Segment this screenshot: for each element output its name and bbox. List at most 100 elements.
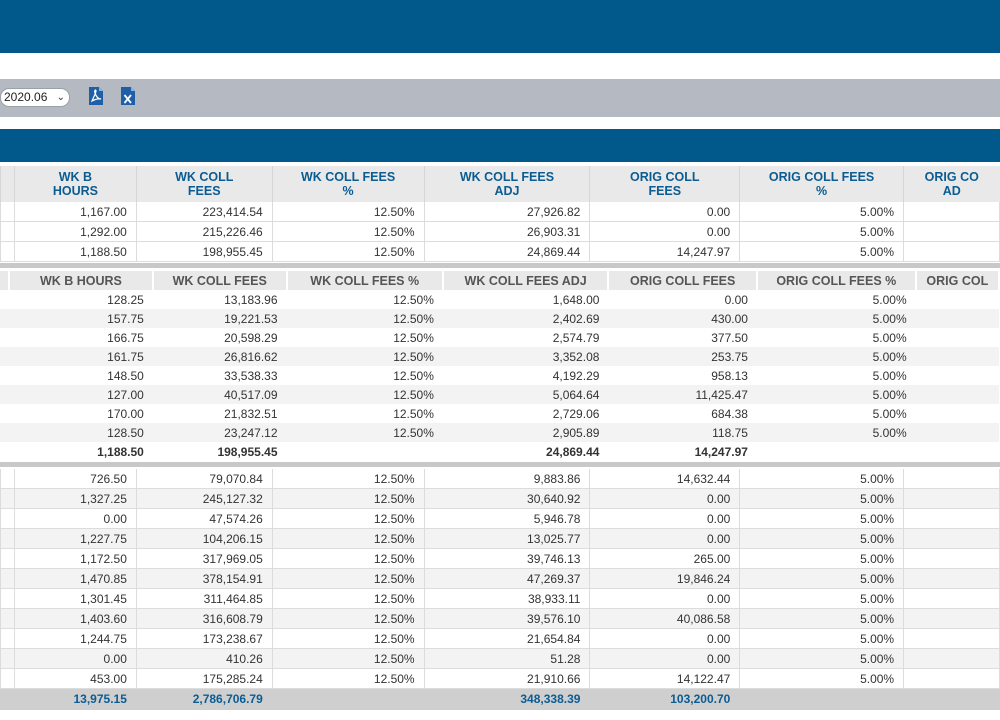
table-cell: 40,517.09 bbox=[152, 385, 287, 404]
table-cell bbox=[903, 508, 1000, 529]
table-cell: 1,292.00 bbox=[13, 221, 137, 242]
table-cell: 12.50% bbox=[271, 648, 425, 669]
column-header[interactable]: WK B HOURS bbox=[9, 271, 154, 290]
table-row[interactable]: 128.50 23,247.12 12.50% 2,905.89 118.75 5.00% bbox=[0, 423, 999, 442]
table-cell: 265.00 bbox=[589, 548, 741, 569]
table-cell: 3,352.08 bbox=[442, 347, 609, 366]
table-row[interactable]: 0.00 410.26 12.50% 51.28 0.00 5.00% bbox=[0, 648, 1000, 669]
column-header[interactable]: ORIG COLL FEES% bbox=[739, 166, 904, 202]
table-row[interactable]: 166.75 20,598.29 12.50% 2,574.79 377.50 5.00% bbox=[0, 328, 999, 347]
column-header[interactable]: WK COLL FEES bbox=[135, 166, 273, 202]
table-cell bbox=[915, 385, 999, 404]
table-row[interactable]: 170.00 21,832.51 12.50% 2,729.06 684.38 5.00% bbox=[0, 404, 999, 423]
table-row[interactable]: 1,327.25 245,127.32 12.50% 30,640.92 0.00 5.0… bbox=[0, 488, 1000, 509]
total-cell bbox=[271, 688, 425, 710]
table-cell: 5.00% bbox=[739, 588, 905, 609]
row-gutter bbox=[0, 423, 9, 442]
column-header[interactable]: WK COLL FEES ADJ bbox=[442, 271, 610, 290]
table-row[interactable]: 1,167.00 223,414.54 12.50% 27,926.82 0.00 5.0… bbox=[0, 202, 1000, 222]
table-row[interactable]: 148.50 33,538.33 12.50% 4,192.29 958.13 5.00% bbox=[0, 366, 999, 385]
table-cell: 128.25 bbox=[107, 292, 144, 307]
column-header[interactable]: ORIG CO AD bbox=[903, 166, 1000, 202]
row-gutter bbox=[0, 271, 10, 290]
column-header[interactable]: WK COLL FEES bbox=[152, 271, 288, 290]
table-cell: 12.50% bbox=[286, 423, 443, 442]
table-cell: 12.50% bbox=[271, 588, 425, 609]
table-cell: 4,192.29 bbox=[552, 368, 600, 383]
total-row: 13,975.15 2,786,706.79 348,338.39 103,200.7… bbox=[0, 688, 1000, 710]
table-cell: 5.00% bbox=[739, 221, 905, 242]
table-cell: 253.75 bbox=[608, 347, 757, 366]
section-divider bbox=[0, 462, 1000, 467]
row-gutter bbox=[0, 221, 15, 242]
table-cell: 20,598.29 bbox=[224, 330, 278, 345]
period-select[interactable]: 2020.06 ⌄ bbox=[0, 88, 70, 107]
column-header[interactable]: ORIG COLL FEES % bbox=[756, 271, 917, 290]
table-cell: 148.50 bbox=[107, 368, 144, 383]
table-row[interactable]: 1,301.45 311,464.85 12.50% 38,933.11 0.00 5.0… bbox=[0, 588, 1000, 609]
table-cell: 21,654.84 bbox=[423, 628, 591, 649]
table-row[interactable]: 128.25 13,183.96 12.50% 1,648.00 0.00 5.00% bbox=[0, 290, 999, 309]
row-gutter bbox=[0, 347, 9, 366]
table-cell: 39,576.10 bbox=[423, 608, 591, 629]
table-cell: 24,869.44 bbox=[423, 241, 591, 262]
table-row[interactable]: 1,244.75 173,238.67 12.50% 21,654.84 0.00 5.0… bbox=[0, 628, 1000, 649]
table-row[interactable]: 1,188.50 198,955.45 12.50% 24,869.44 14,247.… bbox=[0, 241, 1000, 262]
row-gutter bbox=[0, 328, 9, 347]
pdf-file-icon[interactable] bbox=[88, 86, 104, 106]
table-cell: 12.50% bbox=[271, 628, 425, 649]
column-header[interactable]: WK B HOURS bbox=[13, 166, 137, 202]
row-gutter bbox=[0, 648, 15, 669]
table-cell: 12.50% bbox=[271, 221, 425, 242]
table-cell: 5.00% bbox=[756, 385, 916, 404]
table-row[interactable]: 157.75 19,221.53 12.50% 2,402.69 430.00 5.00% bbox=[0, 309, 999, 328]
table-cell: 5.00% bbox=[739, 528, 905, 549]
table-cell: 14,247.97 bbox=[589, 241, 741, 262]
row-gutter bbox=[0, 608, 15, 629]
table-cell: 1,244.75 bbox=[13, 628, 137, 649]
row-gutter bbox=[0, 166, 15, 202]
table-row[interactable]: 1,227.75 104,206.15 12.50% 13,025.77 0.00 5.0… bbox=[0, 528, 1000, 549]
column-header[interactable]: WK COLL FEES ADJ bbox=[423, 166, 590, 202]
table-row[interactable]: 1,292.00 215,226.46 12.50% 26,903.31 0.00 5.0… bbox=[0, 221, 1000, 242]
column-header[interactable]: WK COLL FEES% bbox=[271, 166, 425, 202]
weekly-detail-table: WK B HOURS WK COLL FEES WK COLL FEES % WK C… bbox=[0, 271, 1000, 462]
table-row[interactable]: 726.50 79,070.84 12.50% 9,883.86 14,632.44 5.… bbox=[0, 469, 1000, 489]
table-cell: 5.00% bbox=[739, 548, 905, 569]
table-cell: 12.50% bbox=[286, 347, 443, 366]
table-cell: 311,464.85 bbox=[135, 588, 273, 609]
table-cell: 12.50% bbox=[271, 548, 425, 569]
row-gutter bbox=[0, 469, 15, 489]
column-header[interactable]: ORIG COL bbox=[915, 271, 1000, 290]
table-cell: 430.00 bbox=[608, 309, 757, 328]
table-cell bbox=[903, 568, 1000, 589]
column-header[interactable]: ORIG COLL FEES bbox=[589, 166, 740, 202]
table-cell: 9,883.86 bbox=[423, 469, 591, 489]
table-row[interactable]: 127.00 40,517.09 12.50% 5,064.64 11,425.47 5.… bbox=[0, 385, 999, 404]
table-cell: 215,226.46 bbox=[135, 221, 273, 242]
chevron-down-icon: ⌄ bbox=[56, 92, 65, 103]
table-row[interactable]: 453.00 175,285.24 12.50% 21,910.66 14,122.47… bbox=[0, 668, 1000, 689]
table-cell: 173,238.67 bbox=[135, 628, 273, 649]
column-header[interactable]: WK COLL FEES % bbox=[286, 271, 444, 290]
table-cell: 38,933.11 bbox=[423, 588, 591, 609]
table-row[interactable]: 1,172.50 317,969.05 12.50% 39,746.13 265.00 5… bbox=[0, 548, 1000, 569]
table-cell bbox=[903, 241, 1000, 262]
table-cell: 27,926.82 bbox=[423, 202, 591, 222]
summary-table-header: WK B HOURS WK COLL FEES WK COLL FEES% WK COLL… bbox=[0, 166, 1000, 202]
app-header-bar bbox=[0, 0, 1000, 53]
excel-file-icon[interactable] bbox=[120, 86, 136, 106]
table-row[interactable]: 161.75 26,816.62 12.50% 3,352.08 253.75 5.00% bbox=[0, 347, 999, 366]
table-cell: 453.00 bbox=[13, 668, 137, 689]
table-cell: 5.00% bbox=[739, 648, 905, 669]
table-row[interactable]: 1,470.85 378,154.91 12.50% 47,269.37 19,846.… bbox=[0, 568, 1000, 589]
total-cell: 14,247.97 bbox=[694, 445, 748, 459]
row-gutter bbox=[0, 588, 15, 609]
table-row[interactable]: 1,403.60 316,608.79 12.50% 39,576.10 40,086.… bbox=[0, 608, 1000, 629]
table-cell: 1,227.75 bbox=[13, 528, 137, 549]
column-header[interactable]: ORIG COLL FEES bbox=[608, 271, 758, 290]
table-row[interactable]: 0.00 47,574.26 12.50% 5,946.78 0.00 5.00% bbox=[0, 508, 1000, 529]
table-cell: 5,946.78 bbox=[423, 508, 591, 529]
table-cell: 127.00 bbox=[9, 385, 153, 404]
table-cell: 726.50 bbox=[13, 469, 137, 489]
